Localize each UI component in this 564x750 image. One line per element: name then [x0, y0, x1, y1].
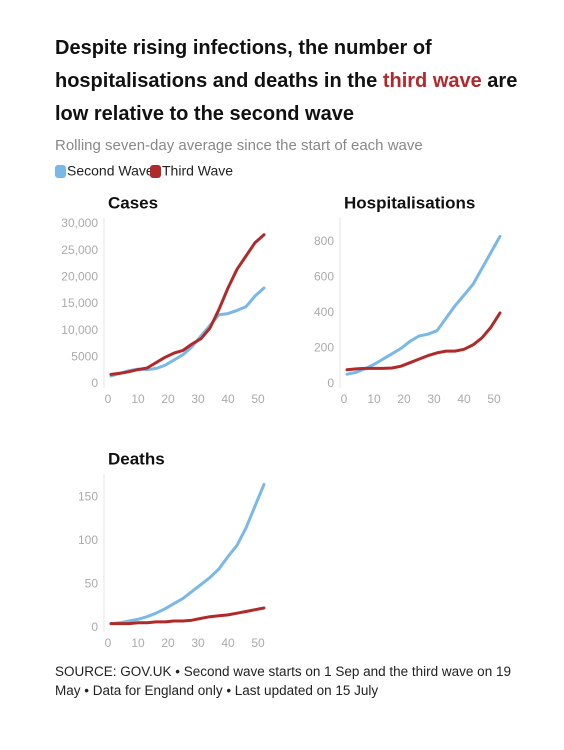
series-line [109, 286, 266, 378]
x-tick-label: 0 [105, 636, 112, 650]
x-tick-label: 0 [105, 392, 112, 406]
y-tick-label: 25,000 [61, 243, 98, 257]
x-tick-label: 10 [131, 392, 145, 406]
x-tick-label: 40 [457, 392, 471, 406]
y-tick-label: 50 [85, 577, 99, 591]
chart-title: Cases [108, 193, 158, 212]
y-tick-label: 100 [78, 533, 98, 547]
chart-title: Hospitalisations [344, 193, 475, 212]
y-tick-label: 0 [91, 376, 98, 390]
y-tick-label: 400 [314, 305, 334, 319]
x-tick-label: 30 [191, 636, 205, 650]
y-tick-label: 20,000 [61, 270, 98, 284]
series-line [109, 233, 266, 376]
y-tick-label: 5000 [71, 350, 98, 364]
y-tick-label: 10,000 [61, 323, 98, 337]
headline-highlight: third wave [382, 70, 482, 92]
x-tick-label: 40 [221, 636, 235, 650]
y-tick-label: 0 [327, 376, 334, 390]
legend-swatch [150, 165, 161, 178]
chart-title: Deaths [108, 449, 165, 468]
y-tick-label: 30,000 [61, 216, 98, 230]
legend-swatch [55, 165, 66, 178]
x-tick-label: 10 [367, 392, 381, 406]
x-tick-label: 50 [487, 392, 501, 406]
headline-part: Despite rising infections, the number of… [55, 37, 432, 92]
y-tick-label: 0 [91, 620, 98, 634]
x-tick-label: 0 [341, 392, 348, 406]
series-line [109, 606, 266, 626]
x-tick-label: 10 [131, 636, 145, 650]
x-tick-label: 20 [397, 392, 411, 406]
subtitle: Rolling seven-day average since the star… [55, 137, 423, 154]
y-tick-label: 200 [314, 341, 334, 355]
x-tick-label: 50 [251, 392, 265, 406]
series-line [345, 311, 502, 372]
y-tick-label: 150 [78, 490, 98, 504]
x-tick-label: 50 [251, 636, 265, 650]
series-line [345, 234, 502, 376]
headline: Despite rising infections, the number of… [55, 32, 525, 131]
y-tick-label: 600 [314, 270, 334, 284]
x-tick-label: 20 [161, 636, 175, 650]
series-line [109, 482, 266, 626]
x-tick-label: 20 [161, 392, 175, 406]
legend-label: Third Wave [162, 163, 233, 179]
charts: Second Wave Third WaveCases0500010,00015,… [55, 163, 502, 650]
y-tick-label: 800 [314, 234, 334, 248]
x-tick-label: 40 [221, 392, 235, 406]
source-note: SOURCE: GOV.UK • Second wave starts on 1… [55, 664, 511, 698]
headline-part: are low relative to the second wave [55, 70, 518, 125]
x-tick-label: 30 [191, 392, 205, 406]
x-tick-label: 30 [427, 392, 441, 406]
legend-label: Second Wave [67, 163, 154, 179]
y-tick-label: 15,000 [61, 296, 98, 310]
